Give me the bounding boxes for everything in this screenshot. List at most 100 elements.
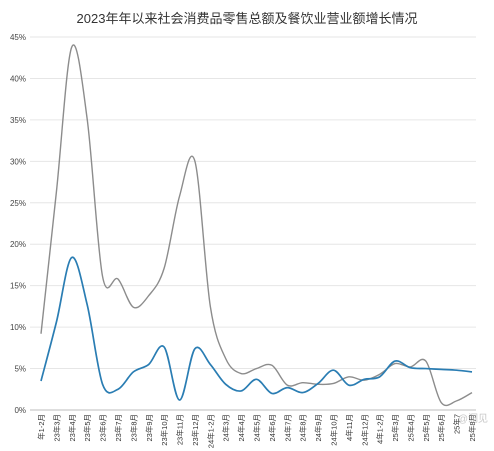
- data-point: [101, 383, 104, 386]
- data-point: [55, 321, 58, 324]
- data-point: [163, 346, 166, 349]
- data-point: [455, 369, 458, 372]
- series-points-1: [40, 46, 474, 404]
- x-tick-label: 23年5月: [82, 414, 92, 442]
- x-tick-label: 24年10月: [328, 414, 338, 446]
- data-point: [425, 367, 428, 370]
- data-point: [471, 371, 474, 374]
- data-point: [117, 388, 120, 391]
- x-tick-label: 24年12月: [359, 414, 369, 446]
- x-tick-label: 24年6月: [267, 414, 277, 442]
- x-tick-label: 25年6月: [436, 414, 446, 442]
- x-tick-label: 25年4月: [405, 414, 415, 442]
- y-tick-label: 0%: [14, 406, 26, 415]
- x-tick-label: 24年5月: [252, 414, 262, 442]
- data-point: [240, 372, 243, 375]
- data-point: [455, 400, 458, 403]
- x-tick-label: 23年11月: [175, 414, 185, 445]
- series-line-2: [40, 256, 473, 401]
- data-point: [86, 303, 89, 306]
- data-point: [147, 294, 150, 297]
- data-point: [255, 367, 258, 370]
- data-point: [194, 160, 197, 163]
- y-axis: 0% 5% 10% 15% 20% 25% 30% 35% 40% 45%: [10, 33, 26, 415]
- grid-lines: [30, 36, 476, 411]
- data-point: [178, 399, 181, 402]
- x-tick-label: 23年3月: [51, 414, 61, 442]
- data-point: [194, 347, 197, 350]
- data-point: [163, 267, 166, 270]
- data-point: [70, 256, 73, 259]
- x-tick-label: 4年11月: [344, 414, 354, 441]
- y-tick-label: 45%: [10, 33, 26, 42]
- x-tick-label: 25年7: [452, 414, 462, 434]
- y-tick-label: 35%: [10, 116, 26, 125]
- y-tick-label: 20%: [10, 240, 26, 249]
- x-tick-label: 24年4月: [236, 414, 246, 442]
- data-point: [55, 191, 58, 194]
- x-tick-label: 24年8月: [298, 414, 308, 442]
- data-point: [363, 378, 366, 381]
- x-tick-label: 23年12月: [190, 414, 200, 446]
- data-point: [332, 382, 335, 385]
- data-point: [301, 391, 304, 394]
- data-point: [394, 360, 397, 363]
- x-tick-label: 25年3月: [390, 414, 400, 442]
- x-tick-label: 23年4月: [67, 414, 77, 442]
- x-tick-label: 24年1-2月: [205, 414, 215, 448]
- data-point: [224, 383, 227, 386]
- data-point: [178, 195, 181, 198]
- y-tick-label: 5%: [14, 365, 26, 374]
- data-point: [317, 382, 320, 385]
- series-lines: [40, 44, 474, 407]
- data-point: [348, 384, 351, 387]
- x-tick-label: 23年8月: [128, 414, 138, 442]
- y-tick-label: 10%: [10, 323, 26, 332]
- data-point: [378, 376, 381, 379]
- y-tick-label: 40%: [10, 74, 26, 83]
- data-point: [132, 306, 135, 309]
- data-point: [348, 376, 351, 379]
- data-point: [209, 363, 212, 366]
- data-point: [40, 380, 43, 383]
- x-tick-label: 25年5月: [421, 414, 431, 442]
- data-point: [271, 364, 274, 367]
- data-point: [255, 378, 258, 381]
- data-point: [209, 305, 212, 308]
- data-point: [271, 392, 274, 395]
- watermark: @洞见: [457, 414, 488, 425]
- data-point: [301, 381, 304, 384]
- data-point: [440, 401, 443, 404]
- data-point: [286, 384, 289, 387]
- y-tick-label: 30%: [10, 157, 26, 166]
- data-point: [240, 390, 243, 393]
- data-point: [409, 366, 412, 369]
- data-point: [425, 360, 428, 363]
- data-point: [394, 362, 397, 365]
- x-tick-label: 4年1-2月: [375, 414, 385, 444]
- y-tick-label: 25%: [10, 199, 26, 208]
- series-line-1: [40, 44, 473, 407]
- data-point: [224, 357, 227, 360]
- data-point: [86, 118, 89, 121]
- data-point: [286, 386, 289, 389]
- data-point: [117, 278, 120, 281]
- x-tick-label: 23年9月: [144, 414, 154, 442]
- x-tick-label: 24年9月: [313, 414, 323, 442]
- chart-title: 2023年年以来社会消费品零售总额及餐饮业营业额增长情况: [76, 11, 418, 26]
- x-axis: 年1-2月 23年3月 23年4月 23年5月 23年6月 23年7月 23年8月 23年9月…: [36, 414, 477, 448]
- x-tick-label: 24年3月: [221, 414, 231, 442]
- data-point: [132, 371, 135, 374]
- x-tick-label: 年1-2月: [36, 414, 46, 440]
- series-points-2: [40, 256, 474, 401]
- x-tick-label: 25年8月: [467, 414, 477, 442]
- data-point: [40, 332, 43, 335]
- data-point: [101, 275, 104, 278]
- y-tick-label: 15%: [10, 282, 26, 291]
- data-point: [440, 368, 443, 371]
- x-tick-label: 23年6月: [98, 414, 108, 442]
- data-point: [471, 391, 474, 394]
- data-point: [147, 363, 150, 366]
- data-point: [332, 369, 335, 372]
